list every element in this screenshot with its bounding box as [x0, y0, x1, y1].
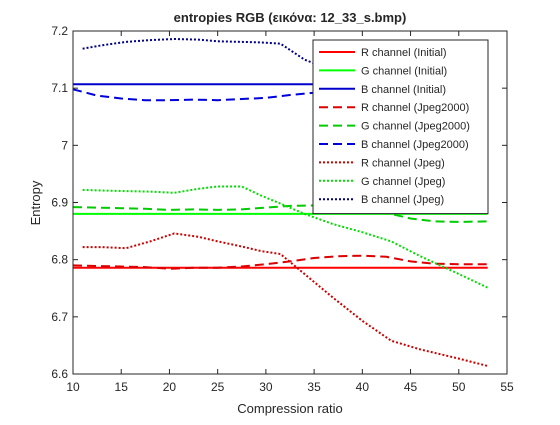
- x-tick-label: 10: [66, 380, 80, 394]
- y-tick-label: 7: [61, 138, 68, 152]
- axis-ticks: 10 15 20 25 30 35 40 45 50 55 6.6 6.7 6.8 6.9 7 7.1 7.2: [51, 24, 514, 394]
- x-tick-label: 20: [163, 380, 177, 394]
- plot-lines: [72, 37, 489, 367]
- legend-entry-label: R channel (Jpeg): [361, 157, 445, 169]
- series-line-7: [82, 185, 489, 289]
- legend-entry-label: G channel (Jpeg2000): [361, 121, 470, 133]
- y-tick-label: 6.8: [51, 253, 68, 267]
- legend-entry-label: B channel (Jpeg2000): [361, 139, 469, 151]
- y-axis-label: Entropy: [28, 180, 43, 225]
- series-line-3: [72, 254, 488, 270]
- legend-entry-label: R channel (Initial): [361, 47, 447, 59]
- x-tick-label: 40: [356, 380, 370, 394]
- x-axis-label: Compression ratio: [237, 401, 343, 416]
- y-tick-label: 6.9: [51, 196, 68, 210]
- legend-box: [312, 39, 489, 215]
- legend-entry-label: R channel (Jpeg2000): [361, 102, 469, 114]
- series-line-6: [82, 232, 488, 367]
- legend: R channel (Initial) G channel (Initial) B …: [312, 39, 489, 215]
- x-tick-label: 50: [452, 380, 466, 394]
- legend-entry-label: B channel (Initial): [361, 84, 446, 96]
- x-tick-label: 45: [404, 380, 418, 394]
- legend-entry-label: G channel (Initial): [361, 65, 447, 77]
- x-tick-label: 25: [211, 380, 225, 394]
- legend-entry-label: G channel (Jpeg): [361, 176, 445, 188]
- y-tick-label: 6.6: [51, 367, 68, 381]
- series-line-8: [82, 37, 489, 156]
- x-tick-label: 55: [500, 380, 514, 394]
- legend-entry-label: B channel (Jpeg): [361, 194, 444, 206]
- series-line-4: [72, 204, 488, 223]
- chart-title: entropies RGB (εικόνα: 12_33_s.bmp): [174, 10, 407, 25]
- y-tick-label: 7.2: [51, 24, 68, 38]
- x-tick-label: 35: [307, 380, 321, 394]
- x-tick-label: 15: [115, 380, 129, 394]
- series-line-5: [72, 88, 315, 102]
- x-tick-label: 30: [259, 380, 273, 394]
- y-tick-label: 7.1: [51, 81, 68, 95]
- y-tick-label: 6.7: [51, 310, 68, 324]
